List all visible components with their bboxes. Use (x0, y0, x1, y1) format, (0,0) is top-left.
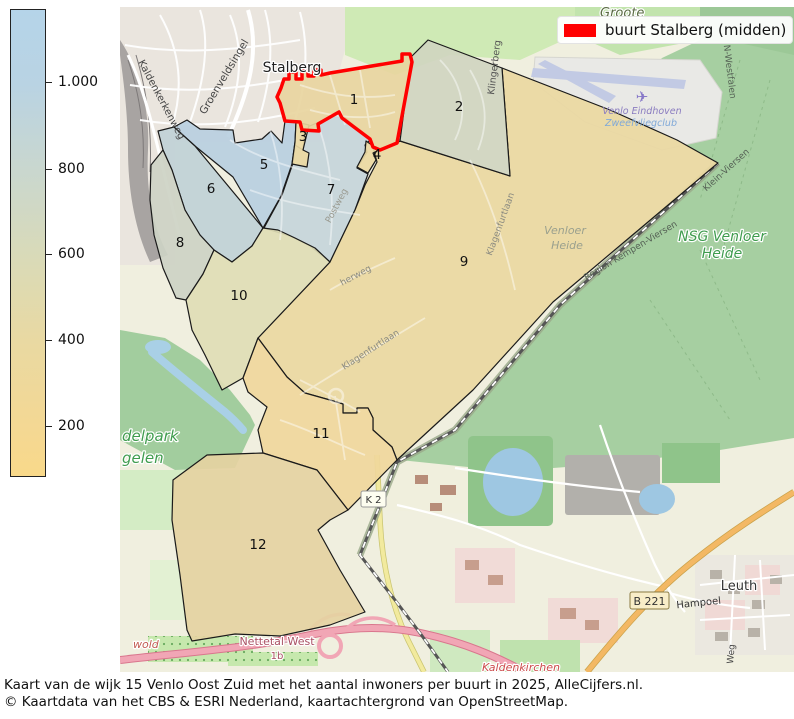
road-b221 (585, 489, 794, 672)
label-leuth: Leuth (721, 579, 758, 594)
overlay-streets (229, 59, 516, 461)
region-number: 2 (455, 99, 464, 115)
region-2[interactable] (399, 39, 511, 177)
region-12[interactable] (171, 452, 366, 642)
road-k2 (375, 454, 426, 672)
legend-label: buurt Stalberg (midden) (605, 21, 787, 39)
region-number: 11 (312, 426, 329, 442)
label-kaldenkirchen: Kaldenkirchen (482, 661, 560, 672)
label-nsg-venloer-heide-2: Heide (702, 246, 743, 262)
region-number: 3 (299, 129, 308, 145)
map-canvas[interactable]: 1 2 3 4 5 6 7 8 9 10 11 12 K 2 B 221 Sta… (120, 7, 794, 672)
caption-line-2: © Kaartdata van het CBS & ESRI Nederland… (4, 694, 569, 710)
region-number: 9 (460, 254, 469, 270)
colorbar-tick-label: 600 (58, 246, 85, 262)
label-weg: Weg (726, 644, 738, 664)
colorbar-tick-label: 800 (58, 161, 85, 177)
label-zweefvliegclub: Zweefvliegclub (604, 118, 677, 129)
region-number-labels: 1 2 3 4 5 6 7 8 9 10 11 12 (176, 92, 469, 553)
b221-badge: B 221 (633, 595, 665, 608)
label-nsg-venloer-heide: NSG Venloer (678, 229, 767, 245)
region-number: 1 (350, 92, 359, 108)
label-wandelpark-2: gelen (122, 449, 164, 467)
colorbar-tick (46, 169, 52, 170)
town-leuth (695, 554, 794, 656)
region-number: 4 (373, 147, 382, 163)
colorbar-gradient (10, 9, 46, 477)
label-hampoel: Hampoel (676, 596, 722, 612)
airfield (531, 56, 723, 151)
roads (396, 424, 751, 613)
colorbar-tick (46, 340, 52, 341)
colorbar-tick-label: 1.000 (58, 74, 99, 90)
colorbar-tick (46, 82, 52, 83)
region-number: 10 (230, 288, 247, 304)
label-venloer-heide-2: Heide (551, 239, 583, 252)
colorbar-tick-label: 400 (58, 332, 85, 348)
map-legend: buurt Stalberg (midden) (557, 16, 793, 44)
region-number: 6 (207, 181, 216, 197)
road-badges: K 2 B 221 (360, 490, 670, 610)
colorbar-tick-label: 200 (58, 418, 85, 434)
label-stalberg: Stalberg (263, 60, 322, 76)
region-number: 12 (249, 537, 266, 553)
legend-swatch (564, 23, 596, 37)
road-groenveldsingel (226, 9, 256, 138)
colorbar-tick (46, 426, 52, 427)
k2-badge: K 2 (365, 495, 381, 506)
label-venlo-eindhoven: Venlo Eindhoven (602, 106, 681, 117)
region-11[interactable] (242, 337, 398, 511)
lake (639, 484, 675, 514)
region-number: 5 (260, 157, 269, 173)
plane-icon: ✈ (636, 88, 649, 106)
label-wold: wold (133, 638, 160, 651)
label-nettetal-west: Nettetal-West (239, 635, 315, 648)
label-venloer-heide: Venloer (544, 224, 587, 237)
caption-line-1: Kaart van de wijk 15 Venlo Oost Zuid met… (4, 677, 644, 693)
label-ramp-1b: 1b (271, 651, 284, 662)
colorbar: 1.000 800 600 400 200 (10, 9, 120, 477)
lake (483, 448, 543, 516)
colorbar-tick (46, 254, 52, 255)
region-number: 8 (176, 235, 185, 251)
highlight-outline-stalberg-midden (275, 52, 414, 152)
label-wandelpark: delpark (122, 427, 180, 445)
region-10[interactable] (185, 227, 331, 391)
region-number: 7 (327, 182, 336, 198)
